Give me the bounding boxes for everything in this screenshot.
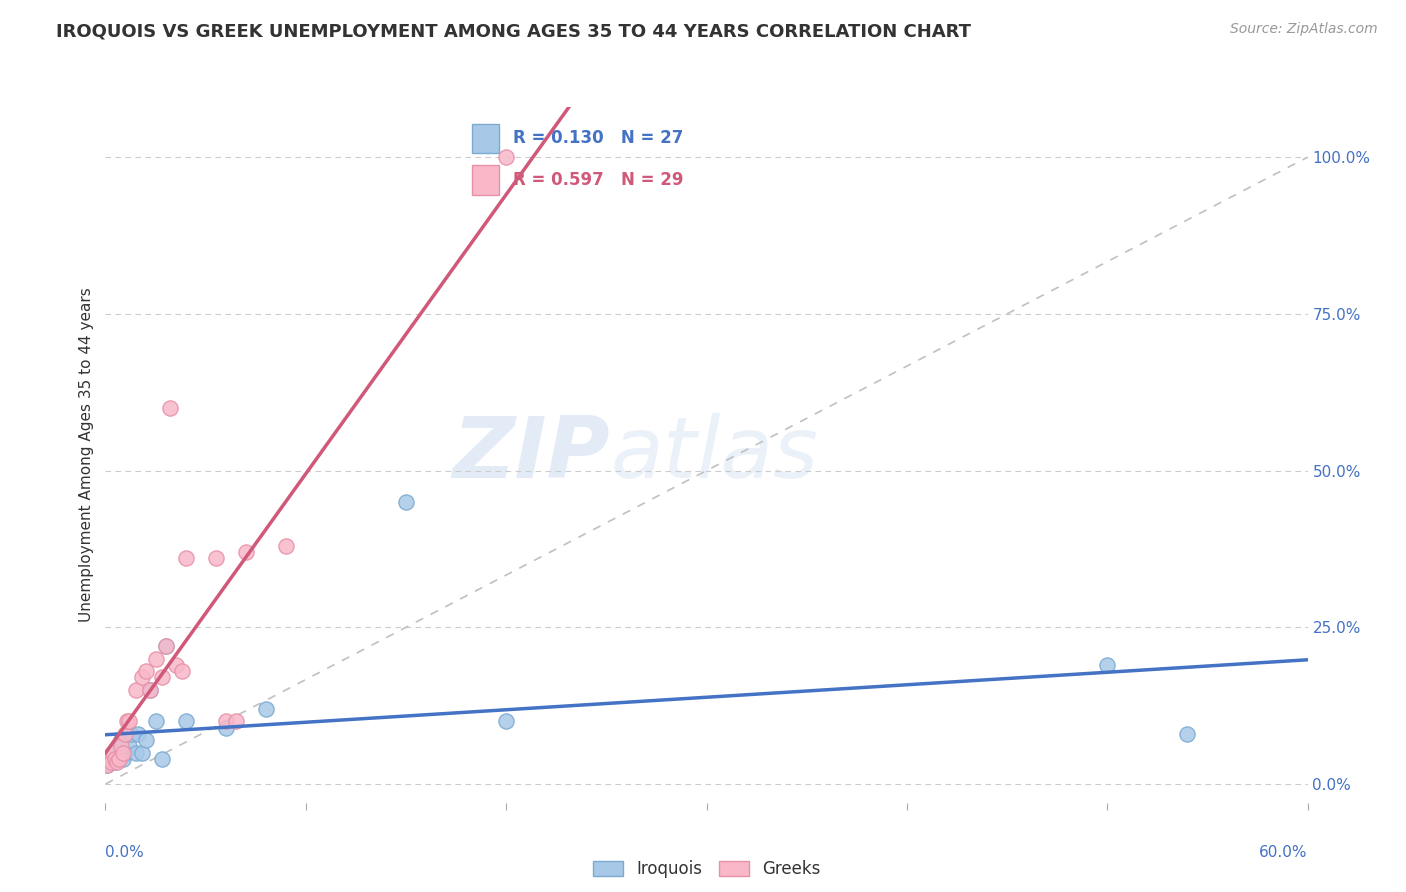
Point — [100, 755, 122, 769]
Legend: Iroquois, Greeks: Iroquois, Greeks — [586, 854, 827, 885]
Text: IROQUOIS VS GREEK UNEMPLOYMENT AMONG AGES 35 TO 44 YEARS CORRELATION CHART: IROQUOIS VS GREEK UNEMPLOYMENT AMONG AGE… — [56, 22, 972, 40]
Point — [165, 657, 187, 672]
Point — [274, 539, 297, 553]
FancyBboxPatch shape — [472, 166, 499, 194]
Point — [159, 401, 181, 415]
Point — [1097, 657, 1119, 672]
Point — [110, 733, 132, 747]
Point — [138, 683, 160, 698]
Point — [98, 752, 121, 766]
Point — [96, 758, 118, 772]
Point — [150, 670, 173, 684]
Point — [214, 714, 236, 729]
Y-axis label: Unemployment Among Ages 35 to 44 years: Unemployment Among Ages 35 to 44 years — [79, 287, 94, 623]
Point — [131, 746, 153, 760]
Point — [145, 714, 167, 729]
Point — [114, 727, 136, 741]
Text: R = 0.130   N = 27: R = 0.130 N = 27 — [513, 129, 683, 147]
Point — [98, 752, 121, 766]
Point — [135, 733, 157, 747]
Point — [170, 664, 193, 678]
Point — [121, 727, 143, 741]
Text: atlas: atlas — [610, 413, 818, 497]
Point — [495, 714, 517, 729]
Point — [235, 545, 257, 559]
Point — [124, 683, 146, 698]
Point — [174, 714, 197, 729]
Point — [395, 495, 418, 509]
Text: 0.0%: 0.0% — [105, 845, 145, 860]
Point — [145, 651, 167, 665]
Point — [174, 551, 197, 566]
Point — [138, 683, 160, 698]
Point — [150, 752, 173, 766]
Text: ZIP: ZIP — [453, 413, 610, 497]
Text: R = 0.597   N = 29: R = 0.597 N = 29 — [513, 171, 683, 189]
Point — [124, 746, 146, 760]
Point — [112, 752, 135, 766]
Point — [110, 739, 132, 754]
Point — [104, 752, 127, 766]
Point — [1177, 727, 1199, 741]
Point — [104, 755, 127, 769]
Point — [155, 639, 177, 653]
Point — [107, 752, 129, 766]
Point — [108, 739, 131, 754]
Point — [254, 702, 277, 716]
Point — [155, 639, 177, 653]
Point — [127, 727, 149, 741]
Point — [131, 670, 153, 684]
Text: 60.0%: 60.0% — [1260, 845, 1308, 860]
Point — [103, 746, 125, 760]
Point — [114, 746, 136, 760]
Point — [107, 755, 129, 769]
Point — [495, 150, 517, 164]
FancyBboxPatch shape — [472, 124, 499, 153]
Point — [100, 752, 122, 766]
Point — [214, 721, 236, 735]
Point — [118, 739, 141, 754]
Point — [204, 551, 226, 566]
Point — [96, 758, 118, 772]
Point — [108, 752, 131, 766]
Point — [112, 746, 135, 760]
Point — [225, 714, 247, 729]
Point — [117, 714, 139, 729]
Point — [118, 714, 141, 729]
Point — [103, 746, 125, 760]
Point — [135, 664, 157, 678]
Text: Source: ZipAtlas.com: Source: ZipAtlas.com — [1230, 22, 1378, 37]
